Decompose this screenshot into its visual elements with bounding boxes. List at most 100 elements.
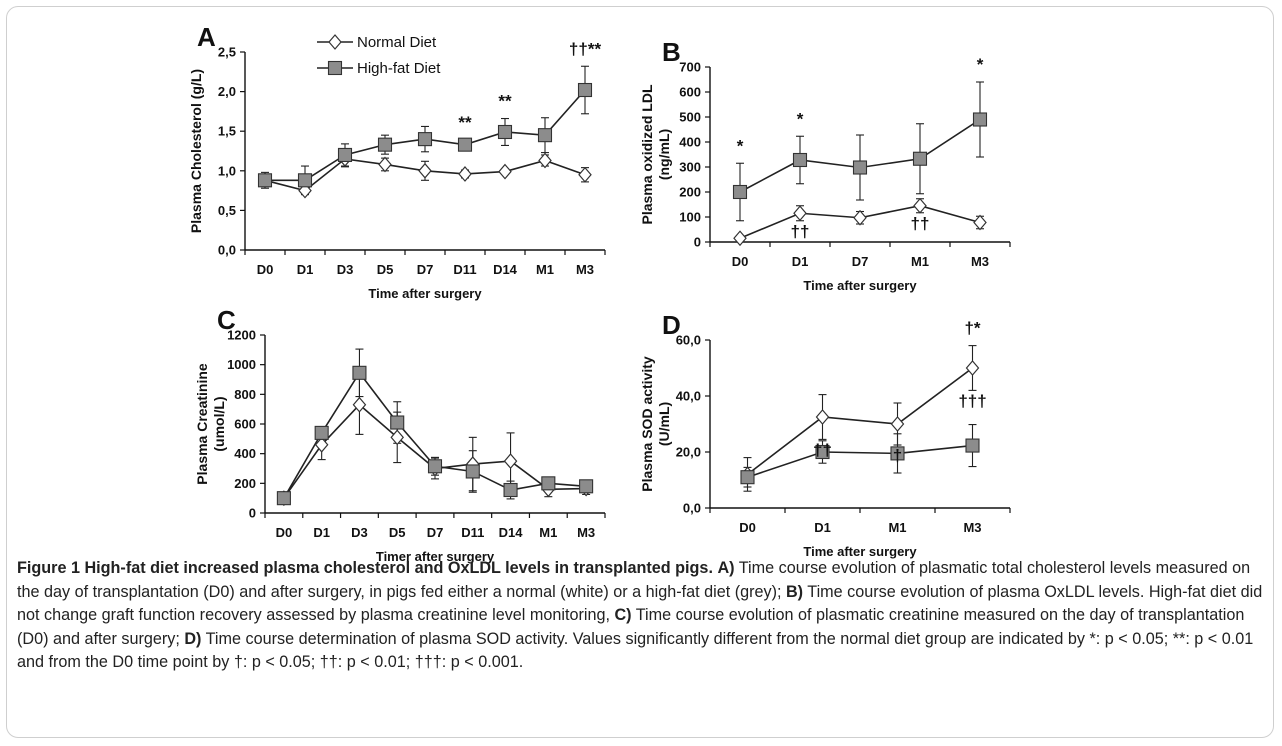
chart-c-y-tick-label: 400 xyxy=(234,446,256,461)
legend-highfat-label: High-fat Diet xyxy=(357,60,441,77)
chart-c-x-tick-label: D0 xyxy=(276,525,293,540)
chart-c-x-tick-label: D3 xyxy=(351,525,368,540)
chart-c-y-tick-label: 200 xyxy=(234,476,256,491)
chart-d-normal-point xyxy=(965,360,980,376)
chart-b-significance-label: * xyxy=(797,109,804,128)
chart-a-highfat-point xyxy=(577,82,593,98)
chart-b-y-tick-label: 200 xyxy=(679,185,701,200)
chart-panel-a: A 0,0 0,5 1,0 1,5 2,0 2,5 D0 D1 D3 D5 D7 D11 D14 M1 M3 T… xyxy=(188,22,635,301)
chart-c-x-axis-label: Timer after surgery xyxy=(376,549,495,564)
chart-d-highfat-line xyxy=(747,444,973,478)
chart-a-normal-point xyxy=(418,162,432,179)
chart-b-significance-label: †† xyxy=(911,214,930,233)
figure-caption: Figure 1 High-fat diet increased plasma … xyxy=(17,557,1267,675)
caption-c-label: C) xyxy=(614,606,632,625)
chart-a-significance-label: ** xyxy=(458,113,472,132)
caption-b-text: Time course evolution of plasma OxLDL le… xyxy=(17,582,1263,625)
chart-b-significance-label: * xyxy=(737,136,744,155)
caption-a-text: Time course evolution of plasmatic total… xyxy=(17,559,1251,601)
chart-c-y-axis-label: Plasma Creatinine(umol/L) xyxy=(194,363,227,485)
chart-c-x-tick-label: D7 xyxy=(427,525,444,540)
legend-highfat-marker xyxy=(327,60,343,76)
chart-d-significance-label: † xyxy=(893,446,902,465)
chart-a-y-tick-label: 2,5 xyxy=(218,45,236,60)
chart-b-normal-point xyxy=(913,197,927,214)
chart-a-y-tick-label: 1,0 xyxy=(218,163,236,178)
chart-c-panel-letter: C xyxy=(217,305,236,335)
chart-d-x-axis-label: Time after surgery xyxy=(803,544,917,559)
chart-a-x-tick-label: D1 xyxy=(297,262,314,277)
chart-d-x-tick-label: D0 xyxy=(739,520,756,535)
chart-b-x-tick-label: D1 xyxy=(792,254,809,269)
chart-b-x-tick-label: M1 xyxy=(911,254,929,269)
chart-panel-d: D 0,0 20,0 40,0 60,0 D0 D1 M1 M3 Time after surge… xyxy=(639,290,1040,559)
chart-a-x-tick-label: M3 xyxy=(576,262,594,277)
chart-c-highfat-point xyxy=(503,482,518,498)
caption-title: Figure 1 High-fat diet increased plasma … xyxy=(17,559,713,577)
chart-a-y-tick-label: 1,5 xyxy=(218,124,236,139)
chart-d-significance-label: †† xyxy=(813,440,832,459)
chart-c-normal-point xyxy=(352,396,367,413)
chart-d-x-tick-label: M1 xyxy=(888,520,906,535)
chart-b-panel-letter: B xyxy=(662,37,681,67)
chart-b-y-axis-label: Plasma oxidized LDL(ng/mL) xyxy=(639,84,672,224)
chart-b-y-tick-label: 400 xyxy=(679,135,701,150)
chart-d-panel-letter: D xyxy=(662,310,681,340)
chart-c-normal-point xyxy=(390,429,405,446)
chart-b-y-tick-label: 600 xyxy=(679,85,701,100)
chart-b-y-tick-label: 300 xyxy=(679,160,701,175)
chart-b-significance-label: †† xyxy=(791,222,810,241)
chart-a-highfat-point xyxy=(417,132,433,147)
chart-b-highfat-point xyxy=(732,184,748,200)
chart-a-x-tick-label: D11 xyxy=(453,262,476,277)
chart-d-normal-point xyxy=(815,409,830,425)
chart-a-normal-point xyxy=(498,163,512,180)
chart-d-y-tick-label: 40,0 xyxy=(676,389,701,404)
chart-c-y-tick-label: 1000 xyxy=(227,357,256,372)
chart-b-significance-label: * xyxy=(977,55,984,74)
chart-b-normal-point xyxy=(733,230,747,247)
chart-c-x-tick-label: D11 xyxy=(461,525,484,540)
chart-a-significance-label: ††** xyxy=(569,39,602,58)
chart-d-significance-label: ††† xyxy=(958,391,986,410)
chart-b-y-tick-label: 500 xyxy=(679,110,701,125)
caption-c-text: Time course evolution of plasmatic creat… xyxy=(17,606,1245,648)
chart-c-highfat-point xyxy=(465,464,480,479)
chart-a-x-tick-label: D5 xyxy=(377,262,394,277)
chart-c: C 0 200 400 600 800 1000 1200 D0 D1 D3 D5 D7 D11 D14 M1… xyxy=(194,305,606,564)
caption-b-label: B) xyxy=(785,582,804,601)
chart-c-x-tick-label: D1 xyxy=(313,525,330,540)
chart-b-normal-point xyxy=(853,209,867,226)
chart-panel-c: C 0 200 400 600 800 1000 1200 D0 D1 D3 D5 D7 D11 D14 M1… xyxy=(194,290,635,564)
chart-b-highfat-point xyxy=(912,151,928,166)
chart-c-normal-point xyxy=(503,453,518,470)
chart-c-highfat-point xyxy=(541,476,556,491)
chart-d-normal-line xyxy=(747,367,973,476)
legend-normal-marker xyxy=(328,34,342,50)
chart-d-x-tick-label: D1 xyxy=(814,520,831,535)
chart-b: B 0 100 200 300 400 500 600 700 D0 D1 D7 M1 M3 Time af… xyxy=(639,37,1011,293)
chart-d-significance-label: †* xyxy=(964,319,980,338)
chart-c-highfat-point xyxy=(390,415,405,430)
chart-c-x-tick-label: M1 xyxy=(539,525,557,540)
chart-d-y-tick-label: 60,0 xyxy=(676,333,701,348)
chart-c-x-tick-label: M3 xyxy=(577,525,595,540)
chart-b-highfat-point xyxy=(852,160,868,175)
chart-d-y-tick-label: 0,0 xyxy=(683,501,701,516)
chart-d-y-tick-label: 20,0 xyxy=(676,445,701,460)
chart-b-y-tick-label: 100 xyxy=(679,210,701,225)
chart-c-x-tick-label: D5 xyxy=(389,525,406,540)
chart-b-x-tick-label: D7 xyxy=(852,254,869,269)
chart-a-highfat-point xyxy=(337,147,353,163)
caption-a-label: A) xyxy=(717,559,735,577)
chart-a-highfat-point xyxy=(377,137,393,152)
chart-c-highfat-point xyxy=(579,479,594,494)
chart-b-highfat-point xyxy=(792,152,808,168)
chart-d-normal-point xyxy=(890,416,905,432)
figure-frame xyxy=(6,6,1274,738)
chart-c-highfat-point xyxy=(352,365,367,380)
chart-d-highfat-point xyxy=(740,470,755,485)
chart-a-y-tick-label: 2,0 xyxy=(218,84,236,99)
chart-b-x-tick-label: D0 xyxy=(732,254,749,269)
chart-a-highfat-point xyxy=(257,173,273,188)
